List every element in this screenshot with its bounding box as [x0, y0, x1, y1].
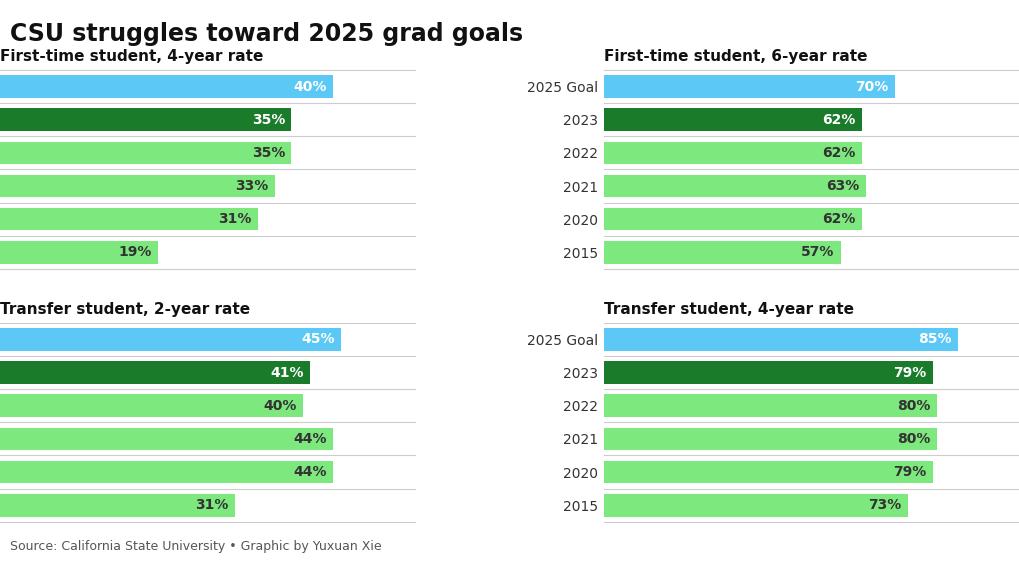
Text: 85%: 85%: [917, 332, 951, 347]
Bar: [0, 461, 333, 483]
Bar: [0, 241, 158, 263]
Bar: [603, 394, 935, 417]
Bar: [603, 142, 861, 164]
Text: 41%: 41%: [270, 365, 304, 380]
Text: Source: California State University • Graphic by Yuxuan Xie: Source: California State University • Gr…: [10, 540, 381, 552]
Text: 31%: 31%: [218, 212, 252, 226]
Text: 80%: 80%: [897, 432, 929, 446]
Bar: [0, 75, 333, 98]
Bar: [603, 328, 957, 351]
Text: 62%: 62%: [821, 212, 855, 226]
Text: 35%: 35%: [252, 146, 285, 160]
Text: First-time student, 6-year rate: First-time student, 6-year rate: [603, 50, 866, 64]
Text: First-time student, 4-year rate: First-time student, 4-year rate: [0, 50, 263, 64]
Text: 73%: 73%: [867, 498, 901, 512]
Bar: [603, 361, 931, 384]
Text: Transfer student, 4-year rate: Transfer student, 4-year rate: [603, 302, 853, 318]
Bar: [603, 208, 861, 230]
Text: 57%: 57%: [801, 245, 834, 259]
Text: 62%: 62%: [821, 146, 855, 160]
Text: 19%: 19%: [118, 245, 152, 259]
Text: 79%: 79%: [893, 365, 925, 380]
Bar: [0, 208, 258, 230]
Bar: [0, 142, 291, 164]
Text: 35%: 35%: [252, 113, 285, 127]
Bar: [603, 175, 865, 197]
Bar: [0, 175, 274, 197]
Bar: [603, 75, 895, 98]
Text: 40%: 40%: [293, 80, 326, 93]
Bar: [0, 428, 333, 450]
Text: 44%: 44%: [293, 465, 326, 479]
Text: 45%: 45%: [301, 332, 334, 347]
Bar: [603, 241, 840, 263]
Text: 80%: 80%: [897, 399, 929, 413]
Text: 63%: 63%: [825, 179, 859, 193]
Bar: [0, 328, 340, 351]
Text: 31%: 31%: [195, 498, 228, 512]
Bar: [603, 109, 861, 131]
Text: 40%: 40%: [263, 399, 297, 413]
Text: 70%: 70%: [855, 80, 888, 93]
Bar: [603, 428, 935, 450]
Text: CSU struggles toward 2025 grad goals: CSU struggles toward 2025 grad goals: [10, 22, 523, 46]
Text: Transfer student, 2-year rate: Transfer student, 2-year rate: [0, 302, 250, 318]
Bar: [0, 394, 303, 417]
Bar: [0, 361, 310, 384]
Bar: [603, 494, 907, 517]
Bar: [0, 494, 234, 517]
Text: 44%: 44%: [293, 432, 326, 446]
Bar: [603, 461, 931, 483]
Text: 62%: 62%: [821, 113, 855, 127]
Bar: [0, 109, 291, 131]
Text: 33%: 33%: [235, 179, 268, 193]
Text: 79%: 79%: [893, 465, 925, 479]
